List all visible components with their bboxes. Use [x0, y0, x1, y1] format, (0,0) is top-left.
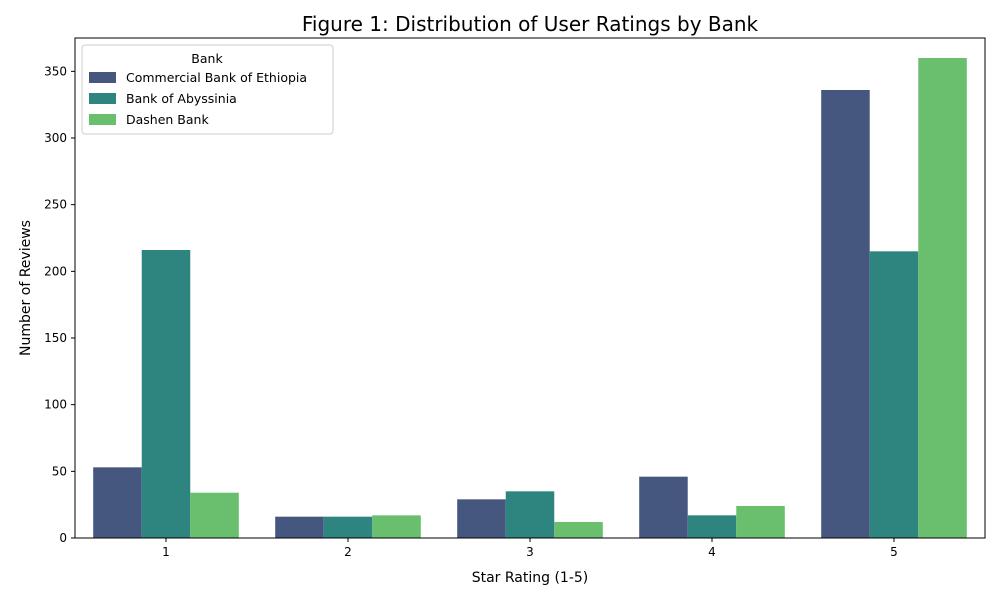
y-tick-label: 350 — [44, 64, 67, 78]
x-tick-label: 3 — [526, 545, 534, 559]
x-tick-label: 2 — [344, 545, 352, 559]
legend-label: Bank of Abyssinia — [126, 91, 237, 106]
legend-title: Bank — [191, 51, 223, 66]
legend-items: Commercial Bank of Ethiopia Bank of Abyss… — [89, 70, 307, 127]
legend-label: Commercial Bank of Ethiopia — [126, 70, 307, 85]
x-tick-label: 4 — [708, 545, 716, 559]
legend-swatch — [89, 93, 116, 104]
y-axis-label: Number of Reviews — [18, 220, 34, 356]
bar-3-series-1 — [457, 499, 506, 538]
legend-swatch — [89, 72, 116, 83]
x-tick-label: 1 — [162, 545, 170, 559]
y-tick-label: 100 — [44, 398, 67, 412]
legend-swatch — [89, 114, 116, 125]
y-tick-label: 250 — [44, 198, 67, 212]
bar-2-series-3 — [372, 515, 421, 538]
bar-1-series-3 — [190, 492, 239, 538]
x-axis-label: Star Rating (1-5) — [472, 570, 589, 586]
bar-3-series-2 — [505, 491, 555, 538]
x-tick-label: 5 — [890, 545, 898, 559]
legend-label: Dashen Bank — [126, 112, 209, 127]
bar-3-series-3 — [554, 522, 603, 538]
bar-4-series-1 — [639, 476, 688, 538]
y-tick-label: 200 — [44, 264, 67, 278]
legend-box — [81, 44, 334, 135]
y-tick-label: 50 — [52, 464, 67, 478]
bar-4-series-3 — [736, 506, 785, 538]
bar-2-series-1 — [275, 516, 324, 538]
bar-5-series-3 — [918, 58, 967, 538]
bar-5-series-1 — [821, 90, 870, 538]
bars-group — [93, 58, 967, 538]
bar-4-series-2 — [687, 515, 737, 538]
bar-5-series-2 — [869, 251, 919, 538]
chart-title: Figure 1: Distribution of User Ratings b… — [302, 12, 759, 36]
bar-2-series-2 — [323, 516, 373, 538]
legend: Bank Commercial Bank of Ethiopia Bank of … — [81, 44, 334, 135]
bar-1-series-2 — [141, 250, 191, 538]
bar-1-series-1 — [93, 467, 142, 538]
y-axis-ticks: 0 50 100 150 200 250 300 350 — [44, 64, 75, 545]
y-tick-label: 300 — [44, 131, 67, 145]
y-tick-label: 150 — [44, 331, 67, 345]
x-axis-ticks: 1 2 3 4 5 — [162, 538, 898, 559]
y-tick-label: 0 — [59, 531, 67, 545]
